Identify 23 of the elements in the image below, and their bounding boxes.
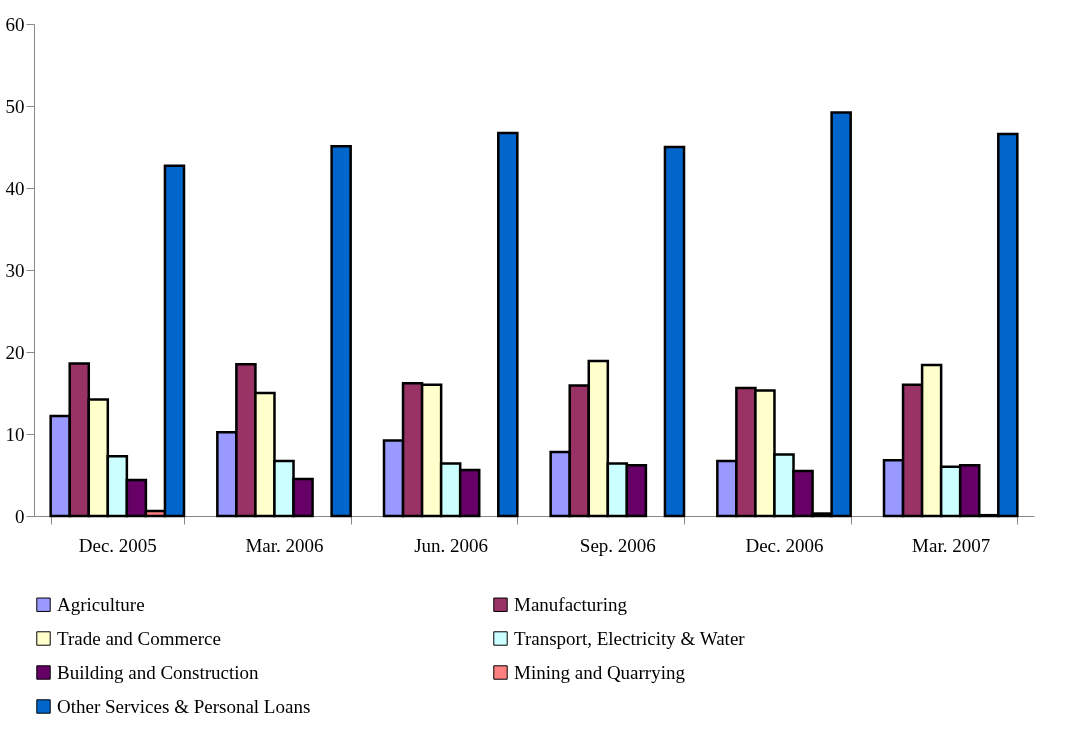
y-tick-label: 10 [5, 423, 25, 445]
legend-label: Mining and Quarrying [514, 661, 686, 683]
x-tick-label: Mar. 2006 [245, 534, 324, 556]
x-tick-label: Dec. 2005 [78, 534, 157, 556]
y-tick-label: 40 [5, 177, 25, 199]
legend-label: Building and Construction [57, 661, 260, 683]
x-tick-label: Sep. 2006 [579, 534, 656, 556]
legend-label: Agriculture [57, 593, 145, 615]
y-tick-label: 30 [5, 259, 25, 281]
bar [330, 144, 352, 518]
bar [497, 131, 519, 518]
legend-label: Manufacturing [514, 593, 628, 615]
y-tick-label: 50 [5, 95, 25, 117]
y-tick-label: 60 [5, 13, 25, 35]
bar [663, 145, 686, 518]
x-tick-label: Dec. 2006 [745, 534, 824, 556]
y-tick-label: 20 [5, 341, 25, 363]
x-tick-label: Mar. 2007 [912, 534, 991, 556]
legend-label: Transport, Electricity & Water [514, 627, 746, 649]
legend-label: Trade and Commerce [57, 627, 221, 649]
x-tick-label: Jun. 2006 [414, 534, 489, 556]
legend-label: Other Services & Personal Loans [57, 695, 311, 717]
y-tick-label: 0 [15, 505, 25, 527]
